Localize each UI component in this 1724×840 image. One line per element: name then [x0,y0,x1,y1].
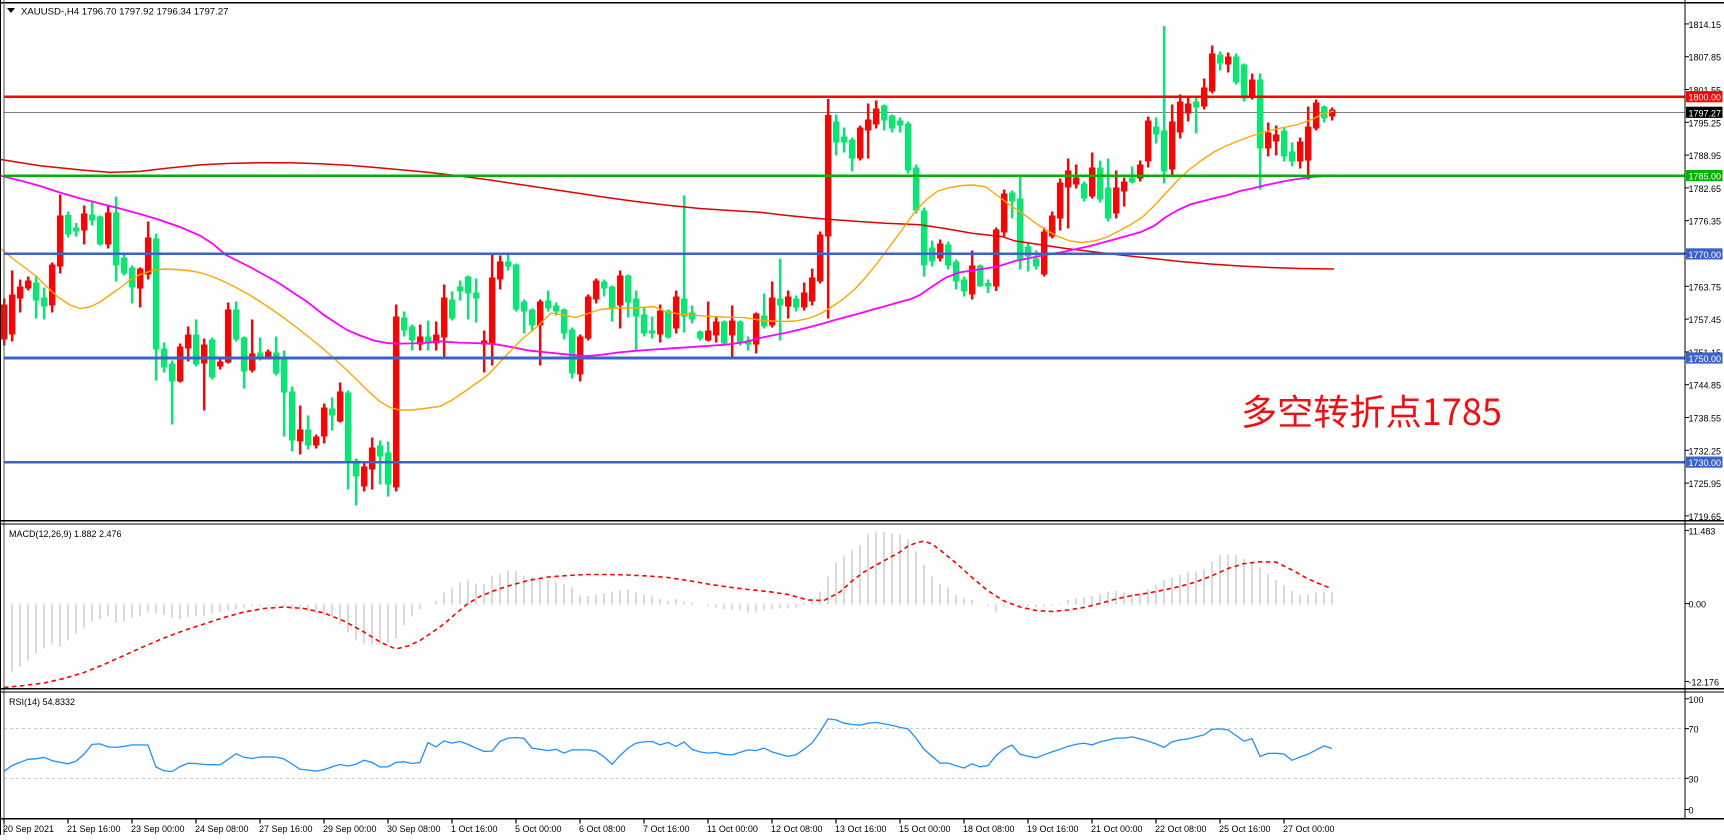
svg-text:1738.55: 1738.55 [1689,414,1722,424]
svg-text:27 Sep 16:00: 27 Sep 16:00 [259,824,313,834]
svg-text:1776.35: 1776.35 [1689,217,1722,227]
svg-text:1782.65: 1782.65 [1689,184,1722,194]
svg-text:22 Oct 08:00: 22 Oct 08:00 [1155,824,1207,834]
svg-text:1757.45: 1757.45 [1689,315,1722,325]
svg-text:1719.65: 1719.65 [1689,512,1722,522]
svg-text:25 Oct 16:00: 25 Oct 16:00 [1219,824,1271,834]
svg-text:24 Sep 08:00: 24 Sep 08:00 [195,824,249,834]
svg-text:1744.85: 1744.85 [1689,381,1722,391]
svg-text:1770.00: 1770.00 [1689,250,1722,260]
svg-text:MACD(12,26,9) 1.882 2.476: MACD(12,26,9) 1.882 2.476 [9,529,122,539]
svg-text:1725.95: 1725.95 [1689,479,1722,489]
svg-text:1801.55: 1801.55 [1689,86,1722,96]
svg-text:1785.00: 1785.00 [1689,172,1722,182]
svg-text:100: 100 [1689,695,1704,705]
svg-text:1800.00: 1800.00 [1689,93,1722,103]
svg-text:XAUUSD-,H4 1796.70 1797.92 17: XAUUSD-,H4 1796.70 1797.92 1796.34 1797.… [21,7,228,18]
svg-text:1763.75: 1763.75 [1689,282,1722,292]
svg-text:27 Oct 00:00: 27 Oct 00:00 [1283,824,1335,834]
svg-text:7 Oct 16:00: 7 Oct 16:00 [643,824,690,834]
svg-text:13 Oct 16:00: 13 Oct 16:00 [835,824,887,834]
svg-text:1814.15: 1814.15 [1689,20,1722,30]
svg-text:29 Sep 00:00: 29 Sep 00:00 [323,824,377,834]
svg-text:0.00: 0.00 [1689,600,1707,610]
svg-text:1788.95: 1788.95 [1689,151,1722,161]
svg-text:21 Oct 00:00: 21 Oct 00:00 [1091,824,1143,834]
svg-text:1732.25: 1732.25 [1689,446,1722,456]
svg-text:30 Sep 08:00: 30 Sep 08:00 [387,824,441,834]
svg-text:-12.176: -12.176 [1689,677,1720,687]
svg-text:5 Oct 00:00: 5 Oct 00:00 [515,824,562,834]
svg-text:1730.00: 1730.00 [1689,458,1722,468]
svg-text:1807.85: 1807.85 [1689,53,1722,63]
svg-text:1797.27: 1797.27 [1689,108,1722,118]
svg-text:20 Sep 2021: 20 Sep 2021 [3,824,54,834]
svg-text:1 Oct 16:00: 1 Oct 16:00 [451,824,498,834]
svg-text:21 Sep 16:00: 21 Sep 16:00 [67,824,121,834]
svg-text:18 Oct 08:00: 18 Oct 08:00 [963,824,1015,834]
svg-text:6 Oct 08:00: 6 Oct 08:00 [579,824,626,834]
svg-text:70: 70 [1689,725,1699,735]
svg-text:1795.25: 1795.25 [1689,118,1722,128]
svg-text:30: 30 [1689,774,1699,784]
svg-text:0: 0 [1689,806,1694,816]
svg-text:19 Oct 16:00: 19 Oct 16:00 [1027,824,1079,834]
svg-text:12 Oct 08:00: 12 Oct 08:00 [771,824,823,834]
svg-text:11.483: 11.483 [1689,526,1716,536]
svg-text:11 Oct 00:00: 11 Oct 00:00 [707,824,758,834]
svg-text:23 Sep 00:00: 23 Sep 00:00 [131,824,185,834]
svg-text:15 Oct 00:00: 15 Oct 00:00 [899,824,951,834]
svg-text:RSI(14) 54.8332: RSI(14) 54.8332 [9,697,75,707]
svg-text:1750.00: 1750.00 [1689,354,1722,364]
